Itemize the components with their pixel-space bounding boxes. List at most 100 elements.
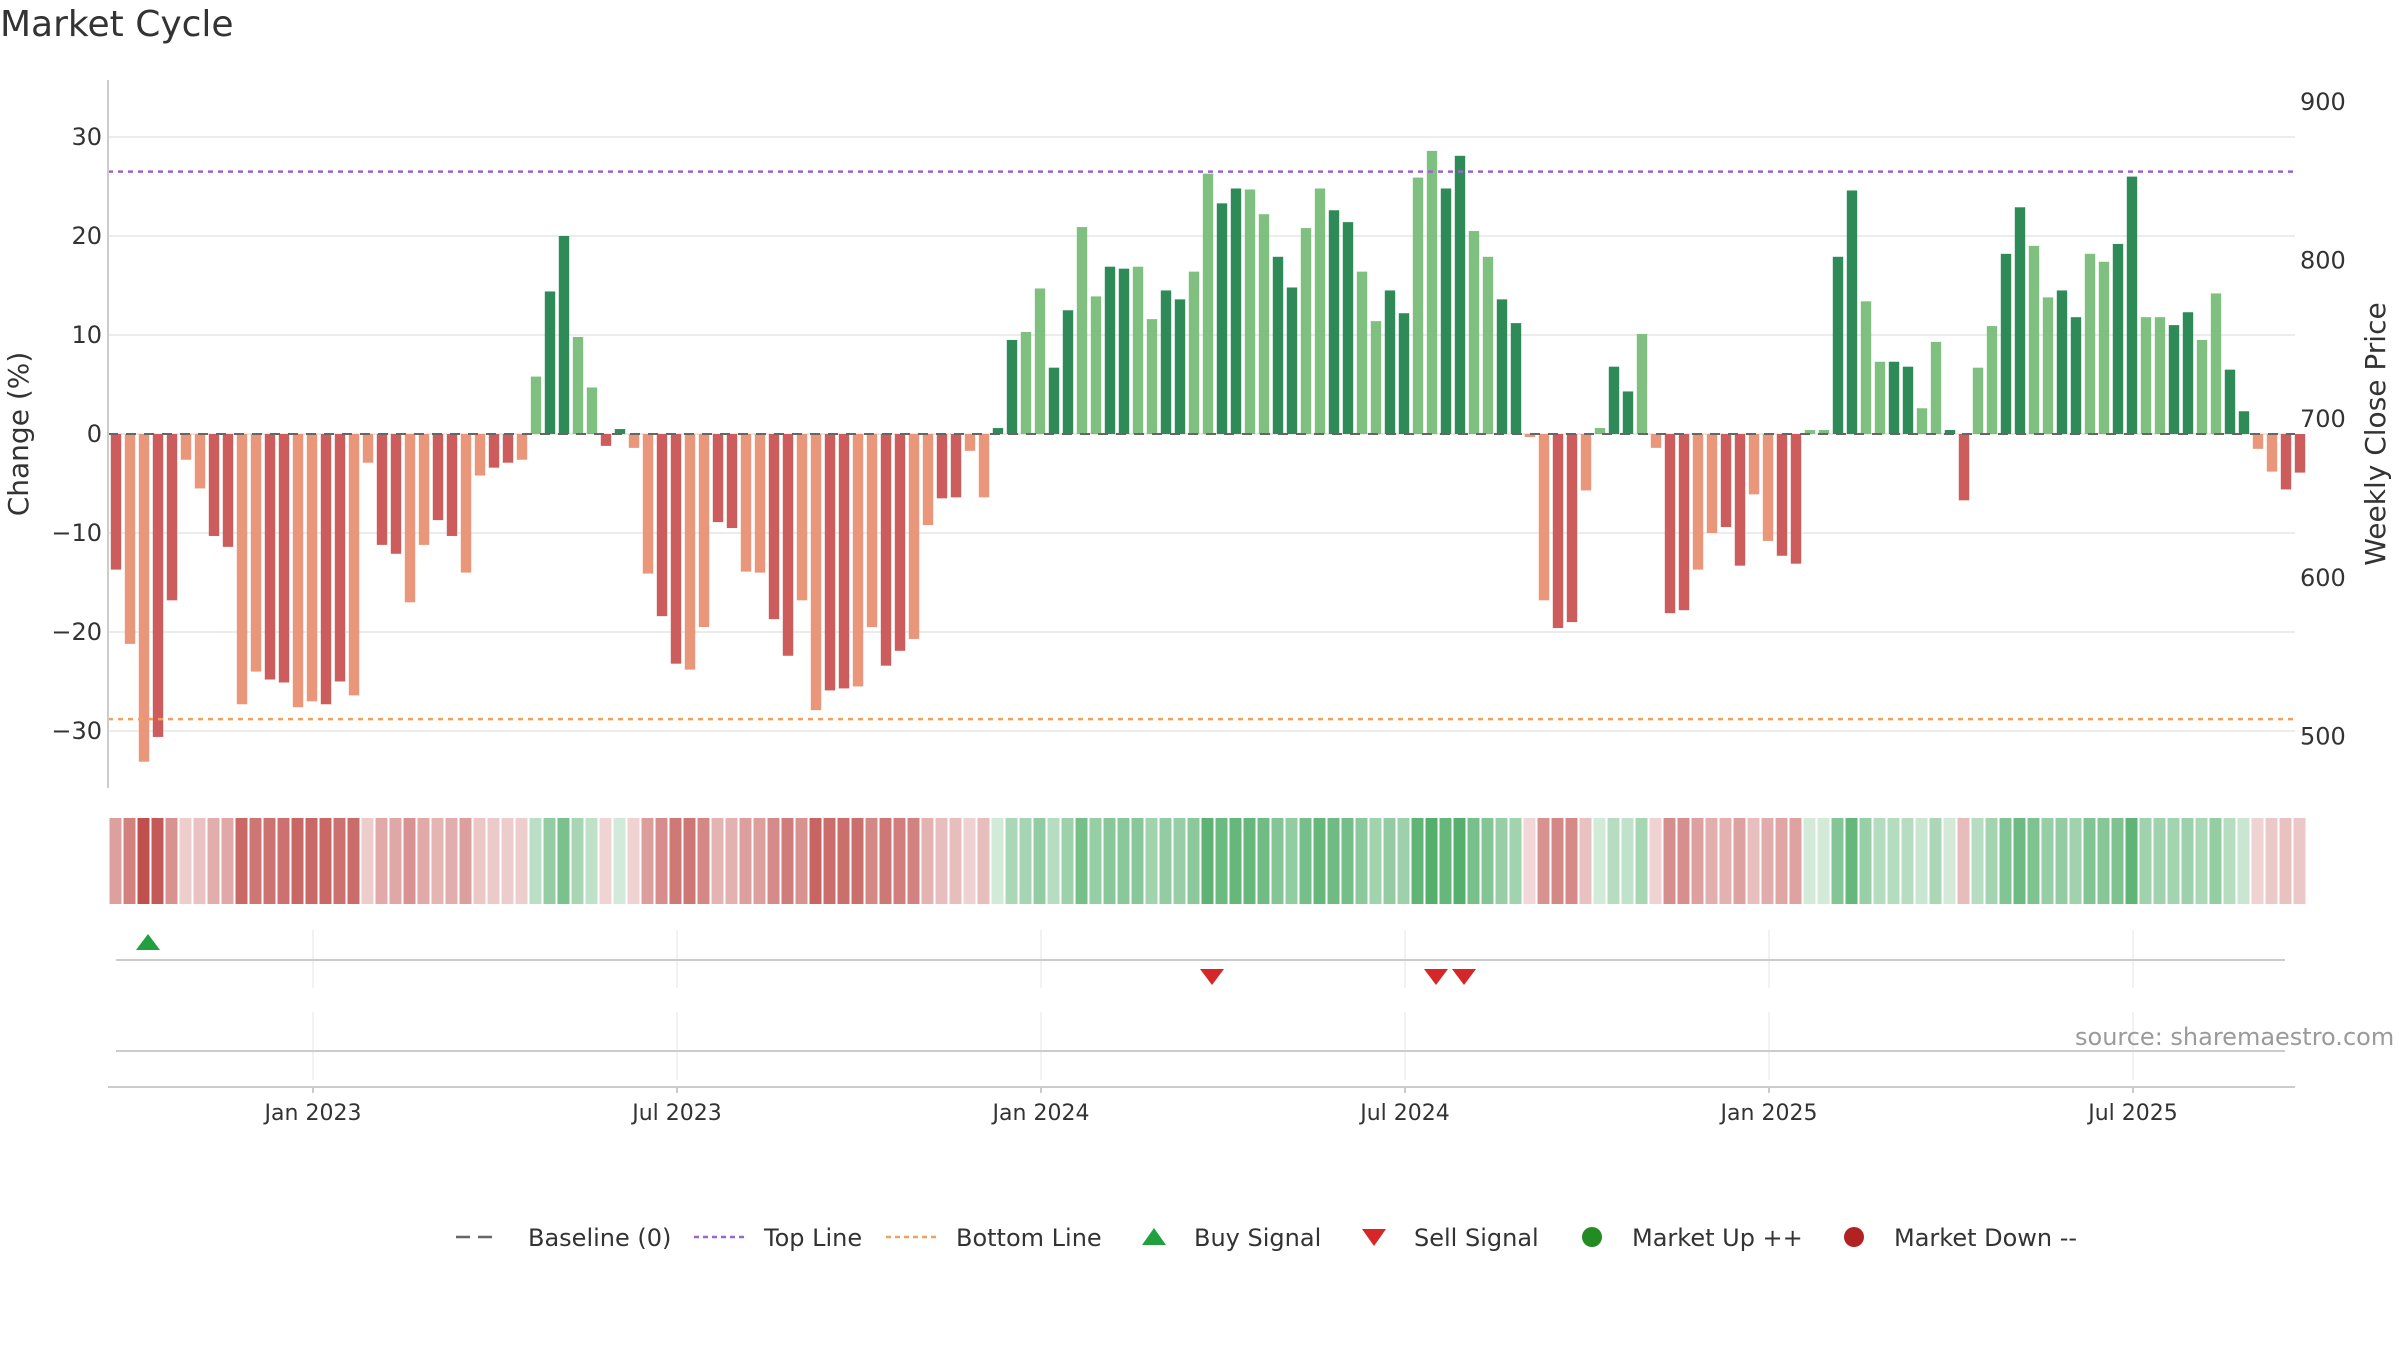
legend-swatch-market-down — [1844, 1227, 1864, 1247]
x-tick-label: Jan 2023 — [263, 1101, 362, 1126]
cycle-strip-cell — [151, 818, 164, 904]
y-tick-label-left: 10 — [71, 321, 102, 349]
cycle-strip-cell — [2251, 818, 2264, 904]
cycle-strip-cell — [2279, 818, 2292, 904]
cycle-strip-cell — [1173, 818, 1186, 904]
cycle-strip-cell — [305, 818, 318, 904]
cycle-strip-cell — [431, 818, 444, 904]
cycle-strip-cell — [571, 818, 584, 904]
bar — [1678, 434, 1690, 611]
y-axis-title-right: Weekly Close Price — [2359, 302, 2392, 565]
cycle-strip-cell — [1467, 818, 1480, 904]
bar — [1902, 366, 1914, 434]
bar — [642, 434, 654, 574]
cycle-strip-cell — [1691, 818, 1704, 904]
signal-panel — [108, 930, 2295, 1088]
bar — [656, 434, 668, 617]
cycle-strip-cell — [1285, 818, 1298, 904]
bar — [2070, 317, 2082, 434]
legend-swatch-sell — [1362, 1229, 1386, 1246]
cycle-strip-cell — [2237, 818, 2250, 904]
cycle-strip-cell — [1341, 818, 1354, 904]
cycle-strip-cell — [1733, 818, 1746, 904]
cycle-strip-cell — [389, 818, 402, 904]
bar — [334, 434, 346, 682]
bar — [2098, 261, 2110, 434]
bar — [1874, 361, 1886, 434]
bar — [544, 291, 556, 434]
sell-signal-marker — [1452, 969, 1476, 985]
cycle-strip-cell — [515, 818, 528, 904]
cycle-strip-cell — [669, 818, 682, 904]
bar — [670, 434, 682, 664]
bar — [404, 434, 416, 603]
y-tick-label-right: 900 — [2300, 88, 2346, 116]
x-tick-label: Jul 2024 — [1358, 1101, 1450, 1126]
cycle-strip-cell — [1845, 818, 1858, 904]
cycle-strip-cell — [2223, 818, 2236, 904]
cycle-strip-cell — [501, 818, 514, 904]
bar — [166, 434, 178, 601]
cycle-strip-cell — [263, 818, 276, 904]
cycle-strip-cell — [1971, 818, 1984, 904]
bar — [1916, 408, 1928, 434]
cycle-strip-cell — [1355, 818, 1368, 904]
x-tick-label: Jan 2025 — [1719, 1101, 1818, 1126]
bar — [2154, 317, 2166, 434]
bar — [1972, 367, 1984, 434]
legend: Baseline (0) Top Line Bottom Line Buy Signa… — [456, 1224, 2077, 1252]
bar — [1510, 323, 1522, 434]
bar — [768, 434, 780, 620]
cycle-strip-cell — [851, 818, 864, 904]
cycle-strip-cell — [1117, 818, 1130, 904]
bar — [460, 434, 472, 573]
legend-label-sell: Sell Signal — [1414, 1224, 1539, 1252]
bar — [1426, 150, 1438, 435]
bar — [1846, 190, 1858, 434]
cycle-strip-cell — [1369, 818, 1382, 904]
y-tick-label-left: 0 — [87, 420, 102, 448]
legend-label-bottom: Bottom Line — [956, 1224, 1102, 1252]
bar — [726, 434, 738, 529]
bar — [530, 376, 542, 434]
cycle-strip-cell — [403, 818, 416, 904]
cycle-strip-cell — [1579, 818, 1592, 904]
bar — [306, 434, 318, 702]
cycle-strip-cell — [1929, 818, 1942, 904]
bar — [1734, 434, 1746, 566]
bar — [1944, 430, 1956, 434]
cycle-strip-cell — [2111, 818, 2124, 904]
bar — [1524, 434, 1536, 437]
cycle-strip-cell — [1705, 818, 1718, 904]
cycle-strip-cell — [697, 818, 710, 904]
cycle-strip-cell — [1901, 818, 1914, 904]
cycle-strip-cell — [1019, 818, 1032, 904]
bar — [2196, 339, 2208, 434]
cycle-strip-cell — [1915, 818, 1928, 904]
bar — [180, 434, 192, 460]
cycle-strip-cell — [109, 818, 122, 904]
bar — [614, 429, 626, 434]
legend-label-buy: Buy Signal — [1194, 1224, 1321, 1252]
legend-label-top: Top Line — [763, 1224, 862, 1252]
bar — [1860, 301, 1872, 434]
cycle-strip-cell — [683, 818, 696, 904]
bar — [1608, 366, 1620, 434]
cycle-strip-cell — [445, 818, 458, 904]
y-tick-label-left: −20 — [51, 618, 102, 646]
cycle-strip-cell — [543, 818, 556, 904]
legend-label-up: Market Up ++ — [1632, 1224, 1803, 1252]
y-tick-label-left: 20 — [71, 222, 102, 250]
sell-signal-marker — [1424, 969, 1448, 985]
cycle-strip-cell — [1831, 818, 1844, 904]
bar — [1748, 434, 1760, 495]
cycle-strip-cell — [879, 818, 892, 904]
cycle-strip-cell — [347, 818, 360, 904]
cycle-strip-cell — [1719, 818, 1732, 904]
bar — [2042, 297, 2054, 434]
bar — [2056, 290, 2068, 434]
cycle-strip-cell — [2167, 818, 2180, 904]
bar — [1566, 434, 1578, 623]
cycle-strip-cell — [627, 818, 640, 904]
